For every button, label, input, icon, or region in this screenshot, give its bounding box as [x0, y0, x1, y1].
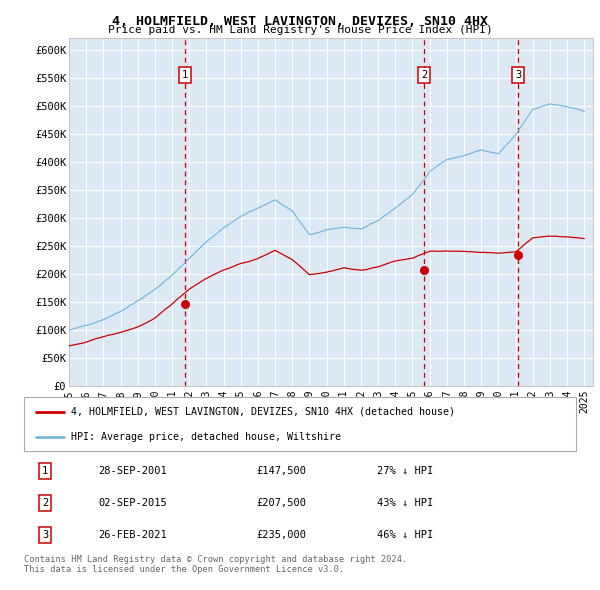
Text: £235,000: £235,000 [256, 530, 306, 540]
Text: 43% ↓ HPI: 43% ↓ HPI [377, 498, 434, 508]
Text: 1: 1 [182, 70, 188, 80]
Text: 3: 3 [42, 530, 48, 540]
Text: Contains HM Land Registry data © Crown copyright and database right 2024.: Contains HM Land Registry data © Crown c… [24, 555, 407, 563]
Text: 02-SEP-2015: 02-SEP-2015 [98, 498, 167, 508]
Text: 2: 2 [42, 498, 48, 508]
Text: Price paid vs. HM Land Registry's House Price Index (HPI): Price paid vs. HM Land Registry's House … [107, 25, 493, 35]
Text: 1: 1 [42, 466, 48, 476]
Text: HPI: Average price, detached house, Wiltshire: HPI: Average price, detached house, Wilt… [71, 432, 341, 442]
Text: £207,500: £207,500 [256, 498, 306, 508]
Text: 3: 3 [515, 70, 521, 80]
Text: This data is licensed under the Open Government Licence v3.0.: This data is licensed under the Open Gov… [24, 565, 344, 574]
Text: 27% ↓ HPI: 27% ↓ HPI [377, 466, 434, 476]
Text: 4, HOLMFIELD, WEST LAVINGTON, DEVIZES, SN10 4HX: 4, HOLMFIELD, WEST LAVINGTON, DEVIZES, S… [112, 15, 488, 28]
Text: 26-FEB-2021: 26-FEB-2021 [98, 530, 167, 540]
Text: 46% ↓ HPI: 46% ↓ HPI [377, 530, 434, 540]
Text: 4, HOLMFIELD, WEST LAVINGTON, DEVIZES, SN10 4HX (detached house): 4, HOLMFIELD, WEST LAVINGTON, DEVIZES, S… [71, 407, 455, 417]
Text: 2: 2 [421, 70, 427, 80]
Text: 28-SEP-2001: 28-SEP-2001 [98, 466, 167, 476]
Text: £147,500: £147,500 [256, 466, 306, 476]
